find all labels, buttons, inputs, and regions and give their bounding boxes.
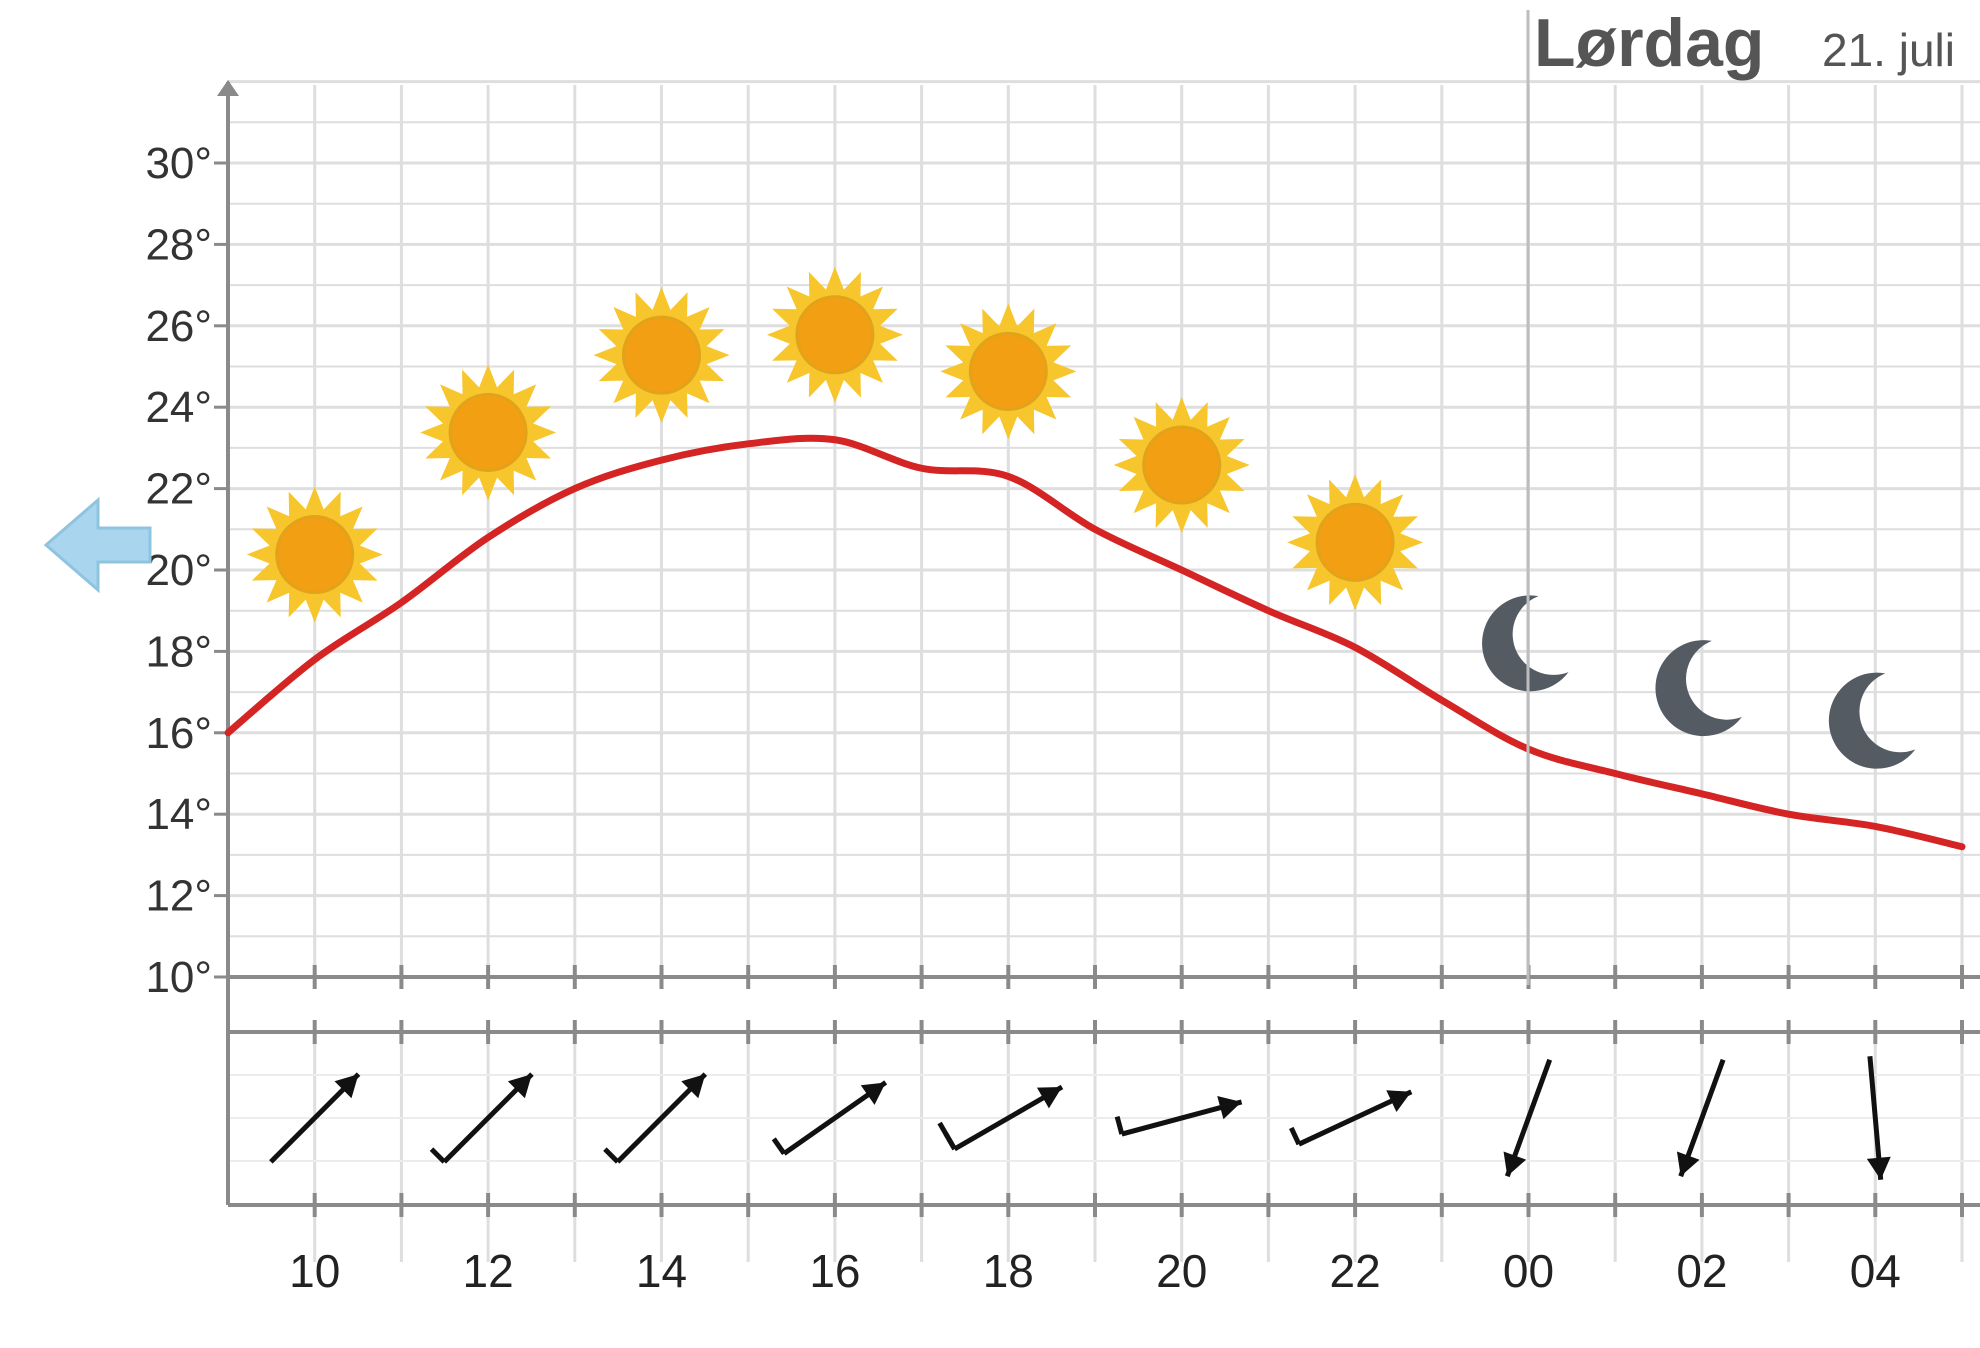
wind-arrow-head (334, 1074, 359, 1099)
sun-disc (1315, 502, 1395, 582)
wind-arrow-head (1386, 1090, 1412, 1112)
wind-arrow-barb (937, 1121, 957, 1151)
y-tick-label: 20° (145, 546, 212, 595)
x-tick-label: 00 (1503, 1245, 1554, 1297)
moon-icon (1655, 640, 1742, 737)
sun-icon (593, 287, 730, 424)
wind-arrow (269, 1072, 361, 1164)
sun-icon (766, 266, 903, 403)
y-tick-label: 24° (145, 383, 212, 432)
x-tick-label: 18 (983, 1245, 1034, 1297)
moon-crescent (1482, 595, 1569, 692)
sun-icon (246, 486, 383, 623)
wind-arrow-head (1503, 1151, 1527, 1177)
wind-arrow (1676, 1058, 1726, 1178)
wind-arrow (1866, 1056, 1891, 1180)
weather-symbols (246, 266, 1916, 769)
moon-crescent (1828, 672, 1916, 769)
x-axis-ticks: 10 12 14 16 18 20 22 00 02 04 (289, 1245, 1901, 1297)
sun-disc (1142, 425, 1222, 505)
x-tick-label: 20 (1156, 1245, 1207, 1297)
x-tick-label: 02 (1676, 1245, 1727, 1297)
wind-arrow-head (1676, 1151, 1700, 1177)
x-tick-label: 16 (809, 1245, 860, 1297)
wind-arrow (771, 1080, 888, 1156)
y-tick-label: 22° (145, 465, 212, 514)
moon-crescent (1655, 640, 1742, 737)
y-tick-label: 12° (145, 872, 212, 921)
wind-arrow (603, 1072, 708, 1164)
wind-arrow (937, 1084, 1064, 1152)
y-tick-label: 16° (145, 709, 212, 758)
wind-arrow-head (1036, 1087, 1062, 1109)
sun-icon (1287, 474, 1424, 611)
y-tick-label: 26° (145, 302, 212, 351)
day-date: 21. juli (1822, 24, 1955, 76)
temperature-line-group (224, 434, 1966, 851)
y-axis-arrowhead (217, 80, 239, 96)
wind-arrow-barb (603, 1147, 620, 1164)
wind-arrow-head (507, 1074, 532, 1099)
prev-period-button[interactable] (43, 496, 152, 594)
y-tick-label: 28° (145, 220, 212, 269)
wind-arrow-barb (429, 1147, 447, 1164)
wind-arrow-barb (1289, 1126, 1302, 1146)
wind-arrow-head (860, 1082, 886, 1105)
wind-arrow-barb (1114, 1116, 1125, 1135)
sun-icon (420, 364, 557, 501)
y-tick-label: 14° (145, 790, 212, 839)
x-tick-label: 14 (636, 1245, 687, 1297)
sun-disc (622, 315, 701, 395)
x-tick-label: 12 (463, 1245, 514, 1297)
sun-disc (968, 331, 1048, 411)
day-title: Lørdag (1534, 5, 1764, 81)
wind-arrow (1289, 1089, 1413, 1147)
moon-icon (1482, 595, 1569, 692)
wind-arrow (1114, 1096, 1243, 1137)
sun-disc (448, 392, 528, 472)
wind-arrows (269, 1056, 1891, 1180)
temperature-line (224, 434, 1966, 851)
sun-disc (275, 515, 355, 595)
wind-arrow-head (1866, 1156, 1891, 1180)
sun-disc (795, 295, 875, 375)
sun-icon (1113, 397, 1250, 533)
sun-icon (940, 303, 1077, 440)
wind-arrow-head (1217, 1096, 1242, 1120)
wind-arrow-head (681, 1074, 706, 1099)
y-tick-label: 10° (145, 953, 212, 1002)
moon-icon (1828, 672, 1916, 769)
wind-arrow (1503, 1058, 1553, 1178)
x-tick-label: 10 (289, 1245, 340, 1297)
y-axis-ticks: 10° 12° 14° 16° 18° 20° 22° 24° 26° 28° 30° (145, 139, 228, 1002)
wind-arrow-barb (771, 1137, 787, 1155)
arrow-left-icon (43, 496, 152, 594)
wind-arrow (429, 1072, 534, 1164)
x-tick-label: 22 (1330, 1245, 1381, 1297)
x-tick-label: 04 (1850, 1245, 1901, 1297)
chart-axes (217, 80, 1980, 1217)
y-tick-label: 18° (145, 627, 212, 676)
chart-grid (228, 80, 1980, 1262)
y-tick-label: 30° (145, 139, 212, 188)
